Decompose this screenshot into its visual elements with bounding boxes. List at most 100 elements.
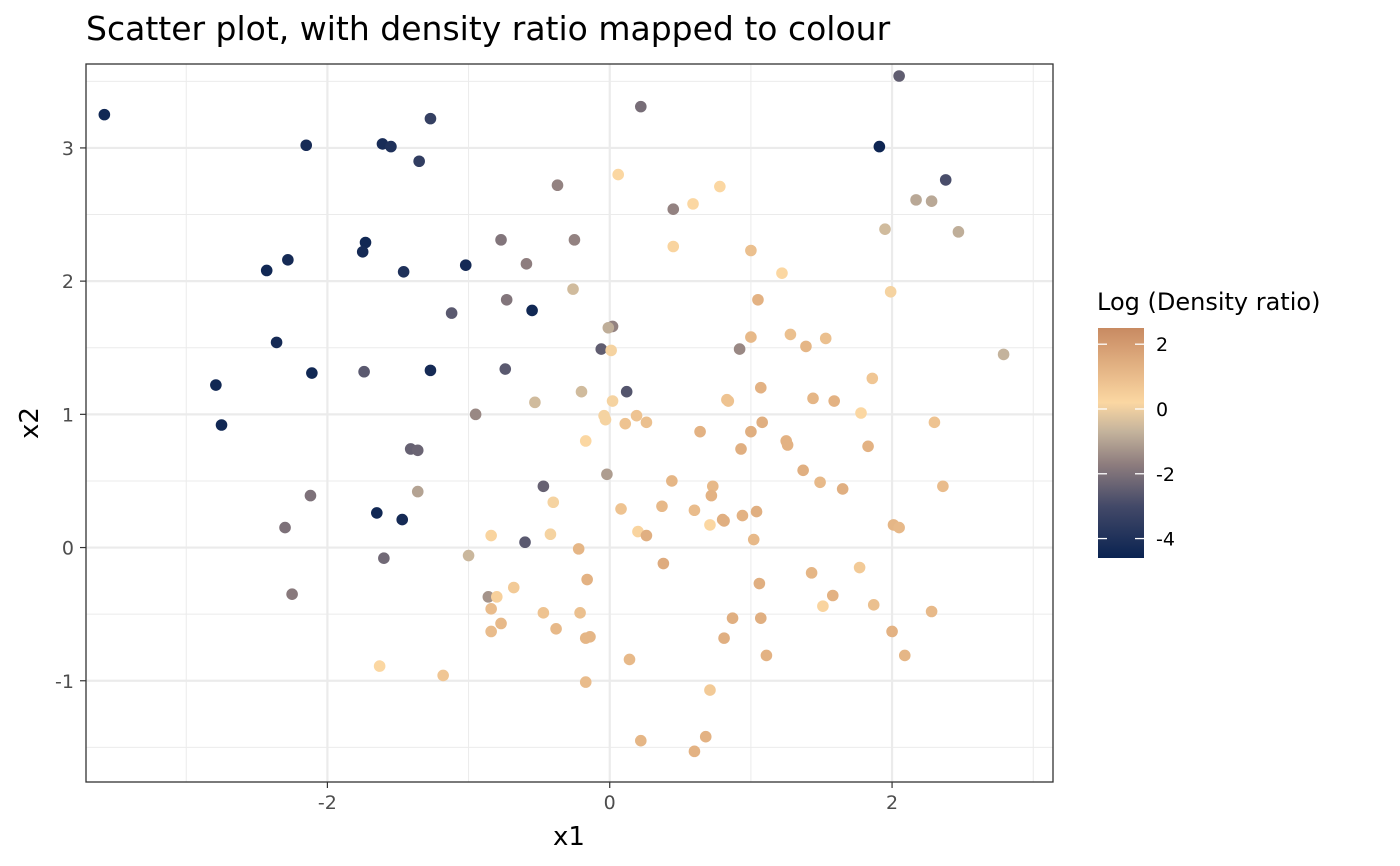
panel-background [86,64,1053,782]
x-axis: -2 0 2 [318,782,898,814]
data-point [893,521,905,534]
data-point [378,552,390,565]
data-point [828,395,840,407]
data-point [215,419,228,431]
data-point [601,468,613,481]
data-point [736,509,749,522]
data-point [714,180,726,193]
data-point [754,381,767,394]
data-point [98,108,111,121]
data-point [595,343,608,355]
data-point [718,515,730,527]
data-point [666,475,678,487]
data-point [898,649,911,662]
data-point [599,413,612,426]
data-point [485,625,497,638]
data-point [753,577,766,590]
y-axis-title: x2 [15,407,45,439]
data-point [615,503,627,515]
data-point [800,340,812,353]
data-point [568,234,581,246]
data-point [750,505,763,518]
data-point [925,605,938,618]
data-point [602,321,615,334]
data-point [853,561,866,574]
data-point [928,416,941,429]
data-point [279,521,291,534]
data-point [579,676,592,688]
x-tick-label: 2 [886,792,898,814]
data-point [925,195,938,208]
data-point [300,139,313,152]
data-point [551,179,564,192]
data-point [997,348,1010,361]
data-point [579,435,592,447]
x-tick-label: -2 [318,792,337,814]
data-point [688,745,701,758]
y-axis: -1 0 1 2 3 [55,138,86,693]
data-point [529,396,541,409]
data-point [282,254,294,266]
data-point [567,283,579,295]
data-point [500,293,513,306]
data-point [575,385,588,398]
data-point [634,734,647,747]
data-point [424,364,437,377]
legend-tick-label: -4 [1156,529,1175,551]
data-point [819,332,832,345]
data-point [495,617,507,630]
data-point [306,367,318,379]
data-point [826,589,839,602]
data-point [667,203,680,215]
data-point [485,603,497,615]
data-point [752,293,764,306]
data-point [459,259,472,271]
legend-tick-label: 2 [1156,334,1168,356]
y-tick-label: 0 [62,538,74,560]
data-point [667,240,680,253]
data-point [866,372,879,385]
y-tick-label: 3 [62,138,74,160]
data-point [721,393,733,406]
data-point [397,266,410,278]
legend-title: Log (Density ratio) [1097,288,1320,316]
data-point [910,194,922,206]
data-point [656,500,668,513]
data-point [756,416,768,429]
data-point [356,246,369,258]
data-point [495,234,507,246]
data-point [424,112,437,125]
color-legend: Log (Density ratio) 2 0 -2 -4 [1097,288,1320,558]
data-point [797,464,809,477]
data-point [544,528,557,541]
data-point [704,684,716,696]
data-point [572,543,585,555]
data-point [605,344,617,357]
data-point [537,607,550,619]
data-point [657,557,670,570]
data-point [784,328,797,341]
data-point [781,439,794,451]
data-point [612,168,625,181]
data-point [952,226,965,238]
data-point [726,612,739,624]
data-point [855,407,867,419]
data-point [490,591,503,603]
data-point [210,379,222,391]
legend-tick-label: -2 [1156,464,1175,486]
data-point [270,336,283,349]
data-point [939,174,952,186]
data-point [359,236,372,249]
data-point [817,600,829,612]
data-point [286,588,298,600]
data-point [619,417,632,430]
x-axis-title: x1 [553,822,585,852]
point-layer [98,70,1010,758]
data-point [745,425,757,438]
data-point [745,244,757,257]
data-point [718,632,730,644]
data-point [754,612,767,624]
data-point [634,100,647,113]
legend-colorbar [1098,328,1144,558]
